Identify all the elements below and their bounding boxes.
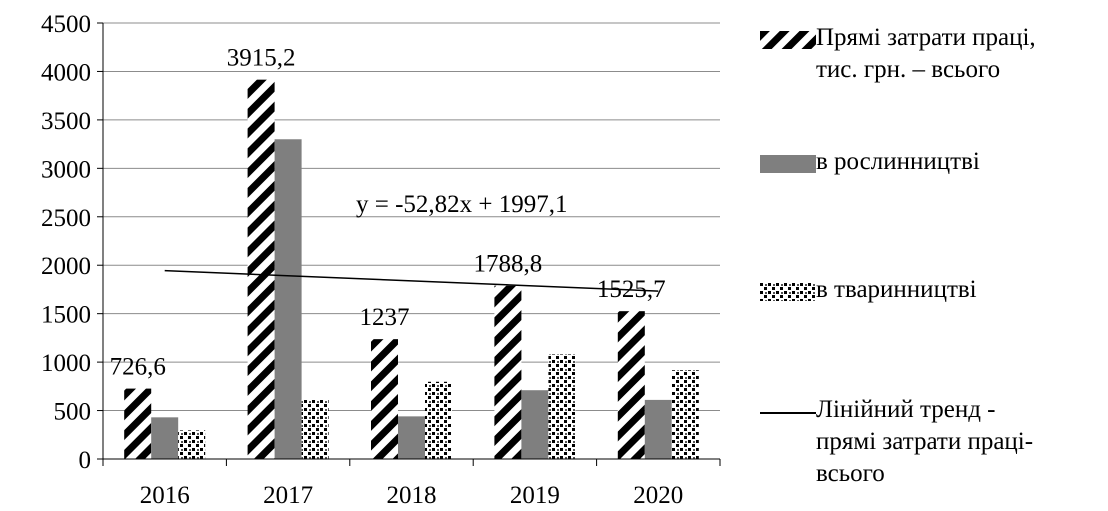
x-tick-label: 2020 <box>633 482 683 509</box>
x-tick-label: 2018 <box>387 482 437 509</box>
data-label: 1237 <box>360 304 410 331</box>
y-tick-label: 1000 <box>41 350 91 377</box>
data-label: 3915,2 <box>227 45 296 72</box>
y-tick-label: 3000 <box>41 156 91 183</box>
trend-line <box>164 269 659 292</box>
trend-equation: y = -52,82x + 1997,1 <box>356 191 568 218</box>
legend-label-crop: в рослинництві <box>816 148 980 175</box>
legend-swatch-line <box>760 412 816 414</box>
legend-label-total: Прямі затрати праці, тис. грн. – всього <box>816 24 1036 83</box>
legend-swatch-dots <box>760 283 816 301</box>
bar-livestock <box>548 354 576 459</box>
bar-livestock <box>671 370 699 459</box>
bar-crop <box>151 417 179 459</box>
bar-crop <box>521 390 549 459</box>
bar-total <box>124 388 152 459</box>
bar-total <box>494 285 522 459</box>
bar-total <box>371 339 398 459</box>
legend-item-crop: в рослинництві <box>760 146 980 178</box>
bar-total <box>247 79 275 460</box>
y-tick-label: 2500 <box>41 205 91 232</box>
bar-livestock <box>178 430 206 459</box>
bar-livestock <box>301 399 329 459</box>
y-tick-label: 2000 <box>41 253 91 280</box>
y-tick-label: 4000 <box>41 59 91 86</box>
bar-crop <box>274 139 302 459</box>
data-label: 1525,7 <box>597 276 666 303</box>
legend-item-total: Прямі затрати праці, тис. грн. – всього <box>760 22 1036 86</box>
legend-swatch-stripes <box>760 31 816 49</box>
legend-label-trend: Лінійний тренд - прямі затрати праці- вс… <box>816 396 1034 487</box>
legend-label-livestock: в тваринництві <box>816 276 977 303</box>
legend-item-trend: Лінійний тренд - прямі затрати праці- вс… <box>760 394 1033 490</box>
bar-crop <box>398 416 425 459</box>
legend-swatch-solid <box>760 155 816 173</box>
y-tick-label: 500 <box>54 399 92 426</box>
bar-crop <box>644 399 672 459</box>
y-tick-label: 0 <box>79 447 92 474</box>
chart-plot: 0 500 1000 1500 2000 2500 3000 3500 4000 4500 2016… <box>41 11 721 509</box>
y-tick-label: 1500 <box>41 302 91 329</box>
y-tick-label: 3500 <box>41 108 91 135</box>
bar-total <box>617 311 645 459</box>
data-label: 726,6 <box>110 354 166 381</box>
data-label: 1788,8 <box>474 251 543 278</box>
legend-item-livestock: в тваринництві <box>760 274 977 306</box>
x-tick-label: 2017 <box>263 482 313 509</box>
bar-livestock <box>425 381 452 459</box>
y-tick-label: 4500 <box>41 11 91 38</box>
x-tick-label: 2016 <box>140 482 190 509</box>
x-tick-label: 2019 <box>510 482 560 509</box>
